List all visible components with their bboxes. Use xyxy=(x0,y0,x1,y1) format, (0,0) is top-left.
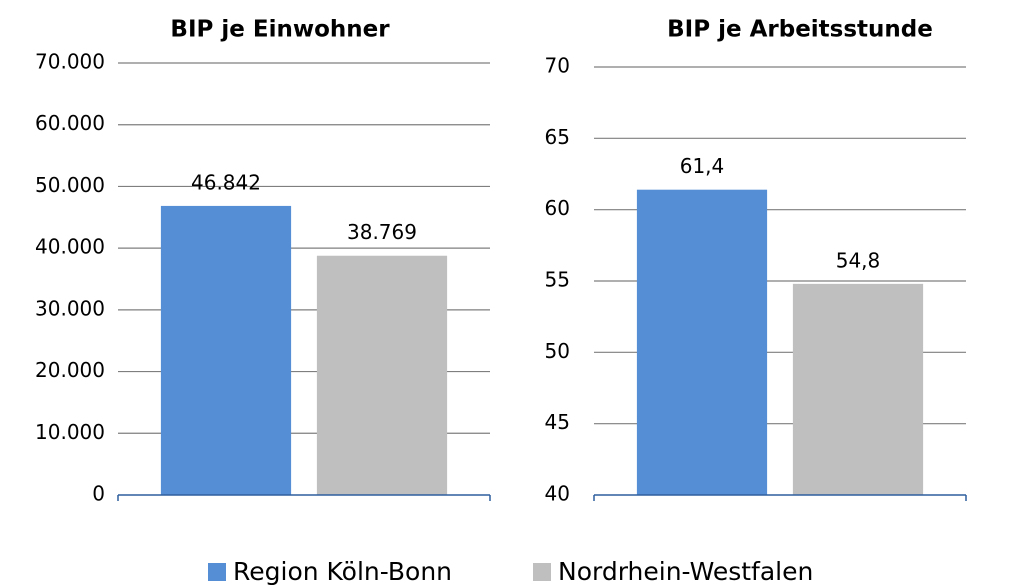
legend-swatch xyxy=(533,563,551,581)
value-label: 61,4 xyxy=(680,154,725,178)
legend-label: Region Köln-Bonn xyxy=(233,557,452,586)
y-tick-label: 50.000 xyxy=(35,173,105,197)
y-tick-label: 10.000 xyxy=(35,420,105,444)
legend-swatch xyxy=(208,563,226,581)
bar xyxy=(316,255,448,495)
y-tick-label: 70.000 xyxy=(35,50,105,74)
y-tick-label: 30.000 xyxy=(35,296,105,320)
legend-label: Nordrhein-Westfalen xyxy=(558,557,813,586)
y-tick-label: 60 xyxy=(545,196,570,220)
y-tick-label: 60.000 xyxy=(35,111,105,135)
value-label: 46.842 xyxy=(191,170,261,194)
y-tick-label: 40 xyxy=(545,482,570,506)
bar xyxy=(636,189,768,495)
y-tick-label: 0 xyxy=(92,482,105,506)
bar xyxy=(792,283,924,495)
y-tick-label: 50 xyxy=(545,339,570,363)
value-label: 38.769 xyxy=(347,220,417,244)
chart-title: BIP je Arbeitsstunde xyxy=(667,17,933,43)
y-tick-label: 40.000 xyxy=(35,235,105,259)
y-tick-label: 70 xyxy=(545,54,570,78)
y-tick-label: 65 xyxy=(545,125,570,149)
y-tick-label: 55 xyxy=(545,268,570,292)
y-tick-label: 20.000 xyxy=(35,358,105,382)
value-label: 54,8 xyxy=(836,248,881,272)
chart-title: BIP je Einwohner xyxy=(170,17,390,43)
y-tick-label: 45 xyxy=(545,410,570,434)
bar xyxy=(160,205,292,495)
